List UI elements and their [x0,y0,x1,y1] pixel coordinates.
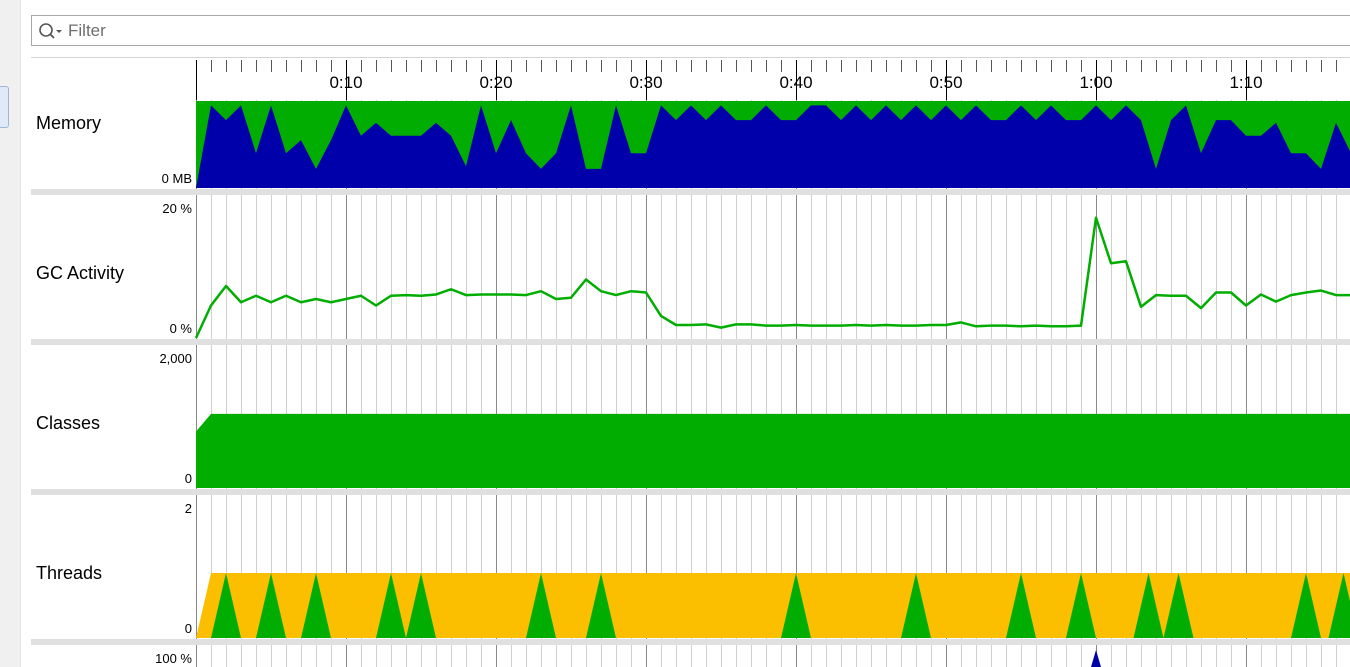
row-separator [31,339,1350,345]
threads-daemon-spike [406,573,436,638]
threads-live-area [196,573,1350,638]
gc-activity-line [194,216,1350,339]
threads-daemon-spike [526,573,556,638]
threads-daemon-spike [376,573,406,638]
threads-daemon-spike [781,573,811,638]
time-tick-label: 0:50 [929,73,963,92]
time-tick-label: 1:00 [1079,73,1113,92]
filter-input[interactable] [68,16,668,45]
classes-y-max-label: 2,000 [159,351,192,366]
threads-daemon-spike [901,573,931,638]
threads-daemon-spike [256,573,286,638]
threads-y-max-label: 2 [184,501,192,516]
row-separator [31,639,1350,645]
time-tick-label: 0:10 [329,73,363,92]
memory-y-min-label: 0 MB [161,171,192,186]
threads-daemon-spike [1066,573,1096,638]
cpu-spike [1091,650,1101,667]
search-icon[interactable] [38,22,64,40]
threads-row-label: Threads [36,563,103,583]
threads-daemon-spike [301,573,331,638]
threads-daemon-spike [211,573,241,638]
time-tick-label: 0:40 [779,73,813,92]
left-panel-tab[interactable] [0,86,9,128]
left-panel-strip [0,0,21,667]
classes-y-min-label: 0 [184,471,192,486]
gc-y-min-label: 0 % [169,321,192,336]
threads-daemon-spike [1006,573,1036,638]
toolbar-separator [31,57,1350,58]
threads-daemon-spike [1328,573,1350,638]
threads-daemon-spike [1291,573,1321,638]
threads-daemon-spike [1163,573,1194,638]
memory-used-area [196,105,1350,188]
threads-daemon-spike [586,573,616,638]
time-tick-label: 0:20 [479,73,513,92]
time-tick-label: 1:10 [1229,73,1263,92]
time-tick-label: 0:30 [629,73,663,92]
gc-activity-row-label: GC Activity [36,263,125,283]
memory-row-label: Memory [36,113,102,133]
cpu-y-max-label: 100 % [155,651,192,666]
threads-y-min-label: 0 [184,621,192,636]
row-separator [31,489,1350,495]
classes-area [196,413,1350,488]
row-separator [31,189,1350,195]
classes-row-label: Classes [36,413,101,433]
filter-box[interactable] [31,15,1350,46]
threads-daemon-spike [1133,573,1164,638]
gc-y-max-label: 20 % [162,201,192,216]
